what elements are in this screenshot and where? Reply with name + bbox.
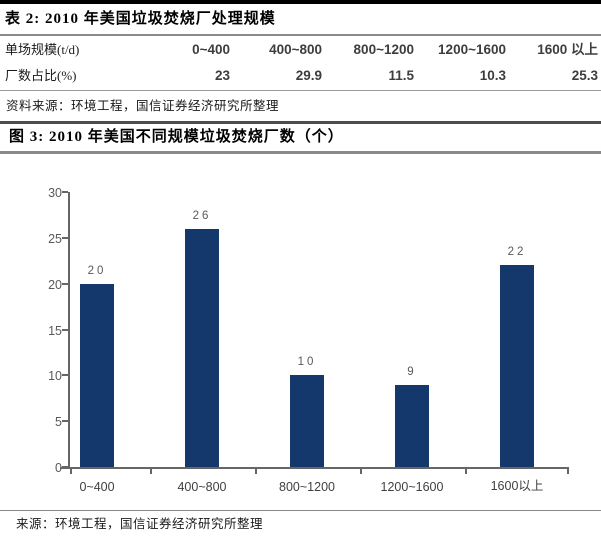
y-axis-tick-label: 5 bbox=[55, 415, 62, 430]
x-axis-category-label: 400~800 bbox=[177, 480, 227, 494]
table-cell-value: 10.3 bbox=[479, 68, 506, 83]
figure-bottom-rule bbox=[0, 510, 601, 511]
y-axis-tick-mark bbox=[62, 420, 68, 423]
table-cell-value: 25.3 bbox=[571, 68, 598, 83]
y-axis-tick-label: 20 bbox=[48, 277, 62, 292]
scale-table: 单场规模(t/d) 0~400 400~800 800~1200 1200~16… bbox=[0, 36, 601, 90]
table-row1-label: 单场规模(t/d) bbox=[5, 42, 80, 57]
y-axis-tick-mark bbox=[62, 328, 68, 331]
x-axis-tick-mark bbox=[254, 469, 257, 474]
x-axis-tick-mark bbox=[567, 469, 569, 474]
x-axis-tick-mark bbox=[70, 469, 72, 474]
y-axis-tick-label: 25 bbox=[48, 231, 62, 246]
table-col-header: 400~800 bbox=[269, 42, 322, 57]
bar-value-label: 10 bbox=[297, 356, 317, 369]
x-axis-extension bbox=[60, 467, 70, 469]
y-axis-tick-label: 30 bbox=[48, 186, 62, 200]
bar-0~400 bbox=[80, 283, 114, 467]
table-title-rule bbox=[0, 34, 601, 36]
x-axis-category-label: 1200~1600 bbox=[380, 480, 444, 494]
bar-chart: 0 5 10 15 20 25 30 20 0~400 26 400~800 10 800~1200 9 1… bbox=[0, 154, 601, 510]
x-axis-tick-mark bbox=[149, 469, 152, 474]
y-axis-tick-label: 10 bbox=[48, 369, 62, 384]
table-cell-value: 11.5 bbox=[388, 68, 414, 83]
y-axis-tick-mark bbox=[62, 236, 68, 239]
figure-title: 图 3: 2010 年美国不同规模垃圾焚烧厂数（个） bbox=[9, 129, 344, 145]
table-bottom-rule bbox=[0, 90, 601, 91]
x-axis-category-label: 1600以上 bbox=[490, 479, 544, 493]
plot-area: 0 5 10 15 20 25 30 20 0~400 26 400~800 10 800~1200 9 1… bbox=[48, 186, 569, 494]
x-axis-tick-mark bbox=[464, 469, 467, 474]
y-axis-tick-mark bbox=[62, 374, 68, 377]
table-col-header: 1600 以上 bbox=[537, 42, 598, 57]
x-axis-tick-mark bbox=[359, 469, 362, 474]
y-axis-tick-label: 15 bbox=[48, 323, 62, 338]
table-col-header: 0~400 bbox=[192, 42, 230, 57]
bar-value-label: 26 bbox=[192, 209, 212, 222]
table-header-row: 单场规模(t/d) 0~400 400~800 800~1200 1200~16… bbox=[0, 37, 601, 63]
bar-1200~1600 bbox=[395, 384, 429, 467]
y-axis-tick-mark bbox=[62, 282, 68, 285]
figure-title-rule bbox=[0, 151, 601, 154]
bar-value-label: 22 bbox=[507, 246, 527, 259]
bar-value-label: 20 bbox=[87, 264, 107, 277]
figure-source: 来源：环境工程，国信证券经济研究所整理 bbox=[16, 517, 264, 531]
table-data-row: 厂数占比(%) 23 29.9 11.5 10.3 25.3 bbox=[0, 63, 601, 89]
top-border-rule bbox=[0, 0, 601, 4]
table-cell-value: 29.9 bbox=[295, 68, 322, 83]
x-axis-category-label: 800~1200 bbox=[279, 480, 335, 494]
table-col-header: 1200~1600 bbox=[438, 42, 506, 57]
bar-800~1200 bbox=[290, 375, 324, 467]
table-cell-value: 23 bbox=[214, 68, 230, 83]
table-title: 表 2: 2010 年美国垃圾焚烧厂处理规模 bbox=[5, 11, 276, 27]
x-axis-category-label: 0~400 bbox=[79, 480, 115, 494]
section-divider-rule bbox=[0, 121, 601, 124]
y-axis-tick-label: 0 bbox=[55, 461, 62, 475]
table-source: 资料来源：环境工程，国信证券经济研究所整理 bbox=[6, 99, 280, 113]
table-row2-label: 厂数占比(%) bbox=[5, 68, 77, 83]
bar-value-label: 9 bbox=[407, 365, 417, 378]
bar-400~800 bbox=[185, 228, 219, 467]
y-axis-tick-mark bbox=[62, 191, 68, 193]
table-col-header: 800~1200 bbox=[353, 42, 414, 57]
bar-1600以上 bbox=[500, 265, 534, 467]
